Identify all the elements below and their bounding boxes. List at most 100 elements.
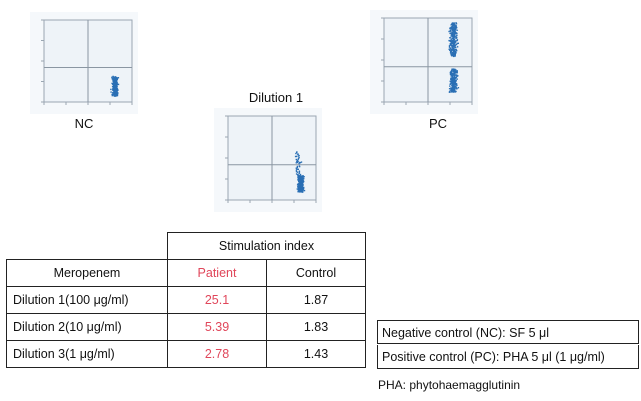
scatter-point <box>449 83 451 85</box>
scatter-point <box>454 50 457 53</box>
scatter-point <box>298 172 300 175</box>
scatter-point <box>451 44 453 47</box>
scatter-point <box>456 49 458 52</box>
stimulation-index-table: Stimulation index Meropenem Patient Cont… <box>6 232 366 368</box>
scatter-point <box>297 191 299 193</box>
scatter-point <box>297 158 299 160</box>
row-label: Dilution 2(10 μg/ml) <box>6 313 168 341</box>
scatter-point <box>299 183 301 186</box>
scatter-point <box>451 42 453 44</box>
scatter-point <box>452 70 455 72</box>
scatter-point <box>450 78 452 81</box>
scatter-point <box>451 54 453 57</box>
scatter-point <box>295 170 298 173</box>
control-value: 1.43 <box>266 340 366 368</box>
scatter-point <box>453 81 456 83</box>
scatter-point <box>454 82 456 84</box>
pc-flow-plot-svg <box>381 17 473 105</box>
scatter-point <box>454 33 456 35</box>
scatter-point <box>453 50 455 52</box>
scatter-point <box>454 76 456 79</box>
scatter-point <box>455 76 457 79</box>
scatter-point <box>452 40 454 42</box>
table-row: Dilution 2(10 μg/ml) 5.39 1.83 <box>6 313 366 341</box>
scatter-point <box>117 83 120 86</box>
scatter-point <box>113 93 115 95</box>
scatter-point <box>452 86 455 88</box>
scatter-point <box>455 74 457 76</box>
scatter-point <box>301 191 304 193</box>
scatter-point <box>298 165 301 167</box>
scatter-point <box>455 46 457 49</box>
scatter-point <box>450 91 453 93</box>
scatter-point <box>116 92 118 94</box>
scatter-point <box>300 179 303 181</box>
scatter-point <box>456 26 458 29</box>
row-label: Dilution 3(1 μg/ml) <box>6 340 168 368</box>
scatter-point <box>449 52 452 54</box>
scatter-point <box>455 86 458 88</box>
scatter-point <box>448 88 451 90</box>
scatter-point <box>115 84 118 86</box>
scatter-point <box>455 23 458 25</box>
scatter-point <box>450 70 453 72</box>
scatter-point <box>298 162 300 165</box>
scatter-point <box>115 81 117 84</box>
scatter-point <box>455 40 457 42</box>
scatter-point <box>111 94 113 97</box>
scatter-point <box>113 89 116 91</box>
scatter-point <box>112 79 114 81</box>
scatter-point <box>299 161 301 164</box>
scatter-point <box>453 76 455 78</box>
scatter-point <box>454 82 457 85</box>
scatter-point <box>451 26 453 28</box>
nc-caption: NC <box>74 116 94 131</box>
scatter-point <box>456 75 458 78</box>
table-corner-cell <box>6 232 168 260</box>
scatter-point <box>116 82 118 84</box>
scatter-point <box>302 181 304 183</box>
scatter-point <box>297 179 299 181</box>
patient-value: 25.1 <box>167 286 267 314</box>
scatter-point <box>454 26 456 29</box>
scatter-point <box>296 168 298 170</box>
scatter-point <box>297 157 300 160</box>
scatter-point <box>455 86 457 88</box>
scatter-point <box>451 51 453 53</box>
scatter-point <box>453 38 456 41</box>
scatter-point <box>451 33 453 35</box>
pc-caption: PC <box>428 116 448 131</box>
scatter-point <box>450 50 453 52</box>
scatter-points <box>448 22 460 93</box>
scatter-point <box>448 30 450 33</box>
scatter-point <box>298 191 301 193</box>
scatter-point <box>453 75 455 77</box>
scatter-point <box>116 79 118 81</box>
scatter-point <box>295 158 297 161</box>
scatter-point <box>451 71 453 73</box>
scatter-point <box>449 39 452 41</box>
scatter-point <box>297 155 299 157</box>
scatter-point <box>296 160 298 162</box>
scatter-point <box>115 80 117 82</box>
scatter-point <box>302 183 304 185</box>
scatter-point <box>451 34 453 37</box>
scatter-points <box>294 151 306 193</box>
scatter-point <box>114 90 116 92</box>
scatter-point <box>454 46 456 49</box>
scatter-point <box>450 74 453 76</box>
scatter-point <box>297 177 300 179</box>
scatter-point <box>457 42 459 44</box>
scatter-point <box>297 175 300 178</box>
scatter-point <box>114 91 116 93</box>
scatter-point <box>112 89 115 92</box>
scatter-point <box>111 76 113 78</box>
scatter-point <box>297 168 299 170</box>
scatter-point <box>300 183 303 185</box>
scatter-point <box>301 178 304 180</box>
scatter-point <box>116 87 118 89</box>
dilution1-caption: Dilution 1 <box>248 90 304 105</box>
scatter-point <box>450 53 452 55</box>
scatter-point <box>295 173 298 175</box>
scatter-point <box>112 91 115 93</box>
